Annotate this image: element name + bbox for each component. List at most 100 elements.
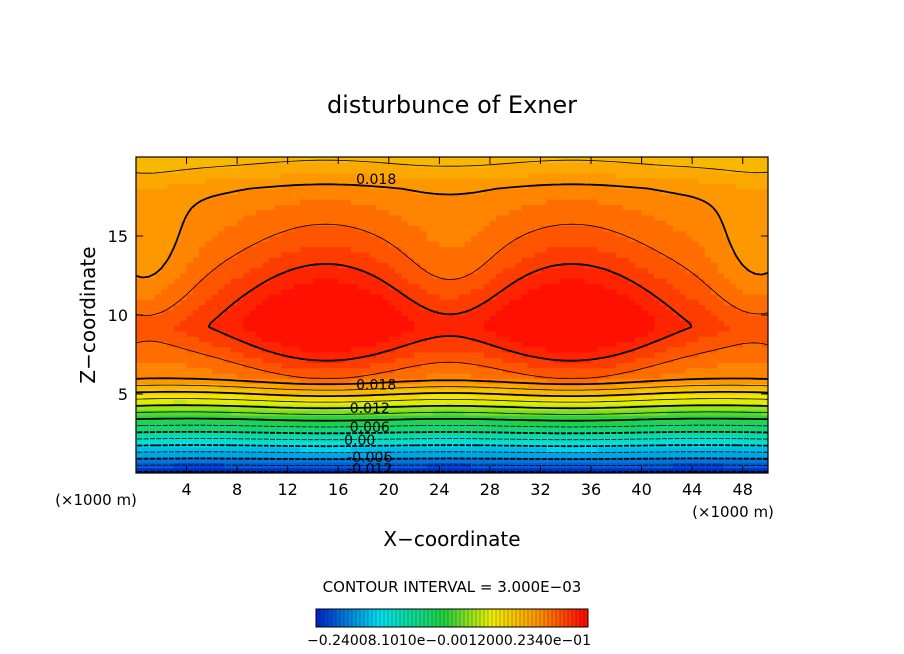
contour-cell bbox=[376, 425, 384, 432]
contour-cell bbox=[692, 446, 700, 453]
contour-cell bbox=[407, 399, 415, 406]
contour-cell bbox=[496, 262, 504, 269]
contour-cell bbox=[319, 425, 327, 432]
contour-cell bbox=[382, 220, 390, 227]
contour-cell bbox=[508, 425, 516, 432]
contour-cell bbox=[546, 257, 554, 263]
contour-cell bbox=[439, 257, 447, 263]
contour-cell bbox=[376, 430, 384, 437]
contour-cell bbox=[363, 457, 371, 464]
contour-cell bbox=[508, 214, 516, 221]
contour-cell bbox=[256, 446, 263, 453]
contour-cell bbox=[262, 225, 270, 232]
contour-cell bbox=[401, 451, 409, 458]
contour-cell bbox=[742, 330, 750, 337]
contour-cell bbox=[167, 272, 175, 279]
contour-cell bbox=[142, 278, 150, 284]
contour-cell bbox=[395, 425, 403, 432]
contour-cell bbox=[243, 388, 251, 395]
contour-cell bbox=[452, 451, 459, 458]
contour-cell bbox=[464, 225, 472, 232]
contour-cell bbox=[711, 430, 719, 437]
contour-cell bbox=[237, 394, 245, 400]
contour-cell bbox=[496, 394, 504, 400]
contour-cell bbox=[445, 225, 453, 232]
contour-cell bbox=[508, 367, 516, 374]
contour-cell bbox=[256, 315, 263, 321]
contour-cell bbox=[654, 293, 662, 300]
contour-cell bbox=[527, 288, 535, 295]
contour-cell bbox=[237, 251, 245, 258]
contour-cell bbox=[565, 451, 573, 458]
contour-cell bbox=[395, 251, 403, 258]
contour-cell bbox=[761, 246, 768, 253]
contour-cell bbox=[730, 225, 737, 232]
contour-cell bbox=[388, 309, 396, 316]
contour-cell bbox=[641, 278, 649, 284]
contour-cell bbox=[565, 293, 573, 300]
contour-cell bbox=[287, 241, 295, 248]
contour-cell bbox=[167, 220, 175, 227]
contour-cell bbox=[319, 336, 327, 342]
contour-cell bbox=[420, 341, 428, 348]
contour-cell bbox=[224, 220, 232, 227]
contour-cell bbox=[717, 304, 725, 311]
contour-cell bbox=[369, 236, 377, 242]
contour-cell bbox=[673, 230, 681, 237]
contour-cell bbox=[401, 214, 409, 221]
contour-cell bbox=[344, 420, 352, 427]
contour-cell bbox=[698, 251, 706, 258]
contour-cell bbox=[559, 346, 567, 353]
contour-cell bbox=[218, 451, 226, 458]
contour-cell bbox=[350, 378, 358, 385]
contour-cell bbox=[312, 341, 320, 348]
contour-cell bbox=[660, 467, 668, 473]
contour-cell bbox=[515, 372, 523, 379]
contour-cell bbox=[584, 394, 592, 400]
contour-cell bbox=[723, 272, 731, 279]
contour-cell bbox=[350, 330, 358, 337]
contour-cell bbox=[420, 457, 428, 464]
contour-cell bbox=[325, 325, 333, 332]
contour-cell bbox=[749, 362, 756, 369]
contour-cell bbox=[300, 367, 308, 374]
contour-cell bbox=[464, 293, 472, 300]
contour-cell bbox=[275, 441, 282, 448]
contour-cell bbox=[527, 283, 535, 290]
contour-cell bbox=[142, 315, 150, 321]
contour-cell bbox=[635, 320, 643, 327]
contour-cell bbox=[275, 330, 282, 337]
contour-cell bbox=[426, 362, 434, 369]
contour-cell bbox=[167, 299, 175, 306]
contour-cell bbox=[502, 336, 510, 342]
contour-cell bbox=[578, 257, 586, 263]
contour-cell bbox=[192, 420, 200, 427]
contour-cell bbox=[224, 325, 232, 332]
contour-cell bbox=[180, 225, 188, 232]
contour-cell bbox=[477, 383, 485, 390]
contour-cell bbox=[262, 446, 270, 453]
contour-cell bbox=[647, 430, 655, 437]
contour-cell bbox=[452, 304, 459, 311]
contour-cell bbox=[761, 346, 768, 353]
contour-cell bbox=[477, 309, 485, 316]
contour-cell bbox=[666, 441, 674, 448]
contour-cell bbox=[249, 272, 257, 279]
contour-cell bbox=[711, 467, 719, 473]
contour-cell bbox=[331, 272, 339, 279]
contour-cell bbox=[578, 336, 586, 342]
contour-cell bbox=[470, 441, 478, 448]
contour-cell bbox=[584, 362, 592, 369]
contour-cell bbox=[489, 420, 497, 427]
contour-cell bbox=[382, 409, 390, 416]
contour-cell bbox=[635, 346, 643, 353]
contour-cell bbox=[610, 236, 617, 242]
contour-cell bbox=[186, 394, 194, 400]
contour-cell bbox=[603, 236, 611, 242]
contour-cell bbox=[218, 388, 226, 395]
contour-cell bbox=[704, 357, 712, 363]
contour-cell bbox=[761, 420, 768, 427]
contour-cell bbox=[433, 262, 440, 269]
contour-cell bbox=[553, 383, 561, 390]
contour-cell bbox=[584, 415, 592, 421]
